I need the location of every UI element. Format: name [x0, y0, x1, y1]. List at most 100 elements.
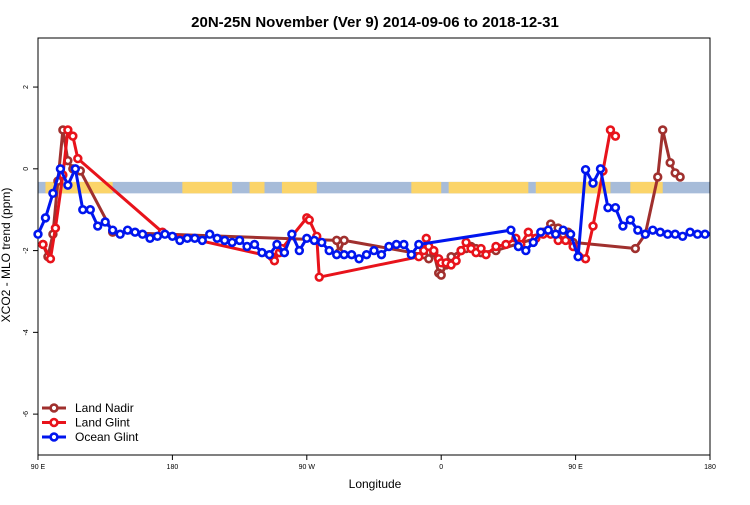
data-point-land-glint-30 — [476, 243, 486, 254]
data-point-ocean-glint-7 — [85, 205, 95, 215]
data-point-ocean-glint-41 — [339, 249, 349, 260]
data-point-land-glint-32 — [491, 241, 501, 252]
data-point-ocean-glint-74 — [670, 229, 680, 239]
data-point-ocean-glint-50 — [406, 249, 417, 260]
data-point-land-glint-27 — [461, 237, 471, 248]
data-point-ocean-glint-8 — [93, 221, 103, 231]
land-span-1 — [182, 181, 233, 194]
land-span-7 — [630, 181, 663, 194]
x-tick-label-1: 180 — [167, 464, 179, 471]
data-point-ocean-glint-18 — [167, 231, 178, 241]
x-tick-label-3: 0 — [439, 464, 443, 471]
y-axis-label: XCO2 - MLO trend (ppm) — [0, 188, 13, 323]
data-point-ocean-glint-47 — [384, 241, 394, 252]
data-point-ocean-glint-48 — [391, 239, 402, 250]
data-point-ocean-glint-59 — [558, 225, 568, 235]
data-point-land-glint-0 — [38, 239, 48, 250]
data-point-land-glint-36 — [523, 227, 534, 237]
data-point-ocean-glint-55 — [528, 237, 538, 248]
data-point-land-glint-41 — [560, 235, 571, 246]
y-tick-label-2: -2 — [23, 247, 30, 253]
data-point-land-nadir-9 — [331, 235, 342, 246]
data-point-ocean-glint-60 — [565, 229, 576, 239]
data-point-ocean-glint-68 — [625, 215, 636, 225]
x-tick-label-2: 90 W — [299, 464, 316, 471]
data-point-land-glint-26 — [456, 245, 466, 256]
data-point-ocean-glint-9 — [100, 217, 110, 227]
series-line-land-nadir — [41, 128, 682, 277]
data-point-ocean-glint-31 — [264, 249, 275, 260]
legend-marker-land-glint — [49, 417, 59, 428]
data-point-ocean-glint-78 — [700, 229, 710, 239]
data-point-ocean-glint-13 — [130, 227, 140, 237]
data-point-ocean-glint-38 — [317, 237, 327, 248]
legend-label-ocean-glint: Ocean Glint — [75, 430, 139, 444]
data-point-land-glint-13 — [304, 215, 314, 225]
data-point-ocean-glint-53 — [513, 241, 524, 252]
data-point-land-glint-43 — [580, 254, 591, 264]
plot-frame — [37, 37, 711, 456]
data-point-land-glint-33 — [501, 239, 511, 250]
land-span-3 — [281, 181, 317, 194]
data-point-ocean-glint-69 — [633, 225, 643, 235]
data-point-ocean-glint-10 — [107, 225, 118, 235]
data-point-ocean-glint-5 — [70, 164, 81, 174]
series-ocean-glint — [33, 164, 710, 264]
data-point-ocean-glint-73 — [662, 229, 673, 239]
data-point-ocean-glint-65 — [603, 202, 613, 213]
legend-marker-ocean-glint — [49, 432, 59, 442]
data-point-ocean-glint-45 — [369, 245, 379, 256]
data-point-ocean-glint-6 — [78, 205, 88, 215]
data-point-ocean-glint-56 — [536, 227, 546, 237]
data-point-land-glint-47 — [610, 131, 621, 141]
data-point-land-nadir-33 — [630, 243, 641, 254]
data-point-ocean-glint-32 — [272, 239, 282, 250]
data-point-ocean-glint-12 — [122, 225, 133, 235]
legend-label-land-glint: Land Glint — [75, 416, 130, 430]
data-point-ocean-glint-76 — [685, 227, 695, 237]
data-point-land-glint-5 — [68, 131, 78, 141]
data-point-ocean-glint-46 — [376, 249, 387, 260]
data-point-ocean-glint-63 — [588, 178, 598, 188]
data-point-ocean-glint-27 — [234, 235, 245, 246]
data-point-ocean-glint-25 — [219, 235, 230, 246]
data-point-ocean-glint-1 — [40, 213, 51, 223]
data-point-ocean-glint-24 — [212, 233, 222, 244]
data-point-land-nadir-39 — [675, 172, 685, 182]
data-point-ocean-glint-15 — [145, 233, 155, 244]
data-point-ocean-glint-37 — [309, 235, 319, 246]
data-point-land-nadir-36 — [658, 125, 668, 135]
data-point-ocean-glint-21 — [190, 233, 200, 244]
data-point-ocean-glint-49 — [399, 239, 409, 250]
land-span-2 — [249, 181, 265, 194]
land-span-6 — [535, 181, 611, 194]
data-point-ocean-glint-67 — [618, 221, 628, 231]
y-tick-label-0: 2 — [23, 85, 30, 89]
land-span-5 — [448, 181, 529, 194]
data-point-land-glint-20 — [429, 245, 439, 256]
data-point-land-glint-46 — [605, 125, 616, 135]
data-point-ocean-glint-72 — [655, 227, 665, 237]
data-point-ocean-glint-3 — [55, 164, 66, 174]
data-point-land-glint-6 — [73, 153, 83, 164]
data-point-land-glint-25 — [451, 256, 461, 266]
ocean-band — [38, 181, 710, 194]
data-point-ocean-glint-54 — [521, 245, 531, 256]
plot-area — [37, 37, 711, 456]
data-point-ocean-glint-30 — [257, 247, 267, 258]
data-point-ocean-glint-35 — [294, 245, 305, 256]
data-point-ocean-glint-33 — [279, 247, 290, 258]
data-point-ocean-glint-28 — [242, 241, 252, 252]
data-point-ocean-glint-19 — [175, 235, 185, 246]
data-point-ocean-glint-2 — [48, 188, 58, 199]
y-tick-label-4: -6 — [23, 411, 30, 417]
data-point-ocean-glint-75 — [677, 231, 688, 241]
data-point-ocean-glint-52 — [506, 225, 516, 235]
data-point-ocean-glint-34 — [287, 229, 297, 239]
legend-marker-land-nadir — [49, 403, 59, 413]
data-point-ocean-glint-11 — [115, 229, 125, 239]
y-tick-label-1: 0 — [23, 167, 30, 171]
